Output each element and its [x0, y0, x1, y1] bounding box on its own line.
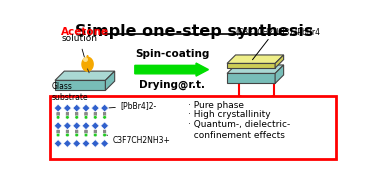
Polygon shape [105, 71, 115, 90]
Polygon shape [84, 55, 91, 68]
Circle shape [103, 116, 106, 119]
FancyArrow shape [135, 63, 208, 76]
Polygon shape [54, 140, 62, 147]
Text: Spin-coating: Spin-coating [135, 49, 209, 59]
Circle shape [75, 133, 79, 137]
Text: · High crystallinity: · High crystallinity [188, 110, 271, 119]
Circle shape [56, 116, 60, 119]
Polygon shape [73, 104, 81, 112]
Polygon shape [275, 65, 284, 83]
Circle shape [103, 133, 106, 137]
Circle shape [93, 116, 97, 119]
Polygon shape [227, 73, 275, 83]
Text: · Quantum-, dielectric-
  confinement effects: · Quantum-, dielectric- confinement effe… [188, 120, 291, 141]
Circle shape [84, 133, 88, 137]
Circle shape [84, 116, 88, 119]
Text: Glass
substrate: Glass substrate [51, 82, 88, 102]
Polygon shape [82, 57, 93, 71]
Polygon shape [64, 140, 71, 147]
Polygon shape [101, 104, 108, 112]
Circle shape [66, 116, 69, 119]
Polygon shape [54, 104, 62, 112]
Polygon shape [73, 140, 81, 147]
Polygon shape [82, 122, 90, 130]
Circle shape [75, 116, 79, 119]
Text: Acetone: Acetone [61, 27, 109, 37]
Polygon shape [275, 55, 284, 68]
Polygon shape [227, 55, 284, 63]
Text: [PbBr4]2-: [PbBr4]2- [109, 101, 157, 110]
Polygon shape [101, 140, 108, 147]
Circle shape [66, 133, 69, 137]
Polygon shape [91, 140, 99, 147]
Text: C3F7CH2NH3+: C3F7CH2NH3+ [106, 135, 171, 145]
Text: (C3F7CH2NH3)2PbBr4: (C3F7CH2NH3)2PbBr4 [235, 28, 320, 37]
Polygon shape [91, 122, 99, 130]
FancyBboxPatch shape [50, 96, 336, 159]
Polygon shape [64, 104, 71, 112]
Text: · Pure phase: · Pure phase [188, 101, 244, 110]
Polygon shape [64, 122, 71, 130]
Text: Simple one-step synthesis: Simple one-step synthesis [74, 24, 313, 39]
Circle shape [93, 133, 97, 137]
Polygon shape [101, 122, 108, 130]
Polygon shape [227, 63, 275, 68]
Polygon shape [55, 80, 105, 90]
Polygon shape [227, 65, 284, 73]
Text: solution: solution [61, 34, 97, 43]
Polygon shape [73, 122, 81, 130]
Circle shape [56, 133, 60, 137]
Polygon shape [54, 122, 62, 130]
Text: Drying@r.t.: Drying@r.t. [139, 80, 205, 90]
Polygon shape [91, 104, 99, 112]
Polygon shape [55, 71, 115, 80]
Polygon shape [82, 140, 90, 147]
Polygon shape [82, 104, 90, 112]
